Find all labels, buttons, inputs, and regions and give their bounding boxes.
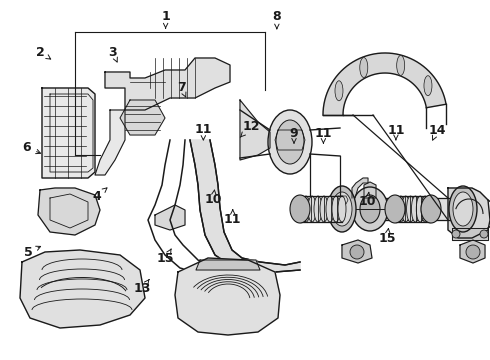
Ellipse shape (421, 195, 441, 223)
Ellipse shape (407, 196, 415, 222)
Text: 8: 8 (272, 10, 281, 29)
Polygon shape (175, 258, 280, 335)
Polygon shape (352, 178, 368, 198)
Text: 11: 11 (224, 210, 242, 226)
Ellipse shape (424, 76, 432, 96)
Polygon shape (20, 250, 145, 328)
Ellipse shape (335, 81, 343, 101)
Ellipse shape (338, 196, 346, 222)
Polygon shape (342, 240, 372, 263)
Text: 14: 14 (428, 124, 446, 140)
Polygon shape (300, 196, 342, 222)
Ellipse shape (416, 196, 424, 222)
Text: 9: 9 (290, 127, 298, 143)
Text: 2: 2 (36, 46, 50, 59)
Polygon shape (460, 240, 485, 263)
Polygon shape (95, 110, 125, 175)
Polygon shape (190, 140, 300, 272)
Ellipse shape (296, 196, 304, 222)
Text: 7: 7 (177, 81, 186, 97)
Polygon shape (396, 196, 430, 222)
Text: 10: 10 (359, 192, 376, 208)
Ellipse shape (480, 230, 488, 238)
Ellipse shape (314, 196, 322, 222)
Ellipse shape (350, 245, 364, 259)
Ellipse shape (308, 196, 316, 222)
Polygon shape (452, 228, 488, 240)
Ellipse shape (421, 196, 429, 222)
Polygon shape (38, 188, 100, 235)
Text: 15: 15 (157, 249, 174, 265)
Text: 13: 13 (133, 279, 151, 295)
Text: 12: 12 (240, 120, 260, 137)
Ellipse shape (360, 195, 380, 223)
Text: 4: 4 (93, 188, 107, 203)
Ellipse shape (453, 192, 473, 226)
Polygon shape (275, 130, 305, 150)
Ellipse shape (397, 196, 405, 222)
Ellipse shape (412, 196, 419, 222)
Text: 11: 11 (195, 123, 212, 140)
Text: 3: 3 (108, 46, 117, 62)
Ellipse shape (328, 186, 356, 232)
Polygon shape (448, 188, 490, 238)
Text: 15: 15 (378, 229, 396, 245)
Ellipse shape (268, 110, 312, 174)
Ellipse shape (276, 120, 304, 164)
Ellipse shape (320, 196, 328, 222)
Polygon shape (42, 88, 95, 178)
Polygon shape (336, 196, 348, 204)
Ellipse shape (332, 196, 340, 222)
Polygon shape (120, 100, 165, 135)
Polygon shape (240, 100, 270, 160)
Polygon shape (364, 182, 376, 198)
Polygon shape (323, 53, 446, 115)
Ellipse shape (385, 195, 405, 223)
Ellipse shape (402, 196, 410, 222)
Text: 1: 1 (161, 10, 170, 28)
Ellipse shape (397, 55, 405, 76)
Polygon shape (196, 260, 260, 270)
Ellipse shape (426, 196, 434, 222)
Text: 6: 6 (23, 141, 41, 154)
Text: 10: 10 (204, 190, 222, 206)
Polygon shape (155, 205, 185, 230)
Ellipse shape (302, 196, 310, 222)
Text: 11: 11 (387, 124, 405, 140)
Ellipse shape (360, 58, 368, 77)
Text: 5: 5 (24, 246, 41, 258)
Ellipse shape (466, 245, 480, 259)
Ellipse shape (449, 186, 477, 232)
Polygon shape (340, 198, 468, 220)
Ellipse shape (332, 192, 352, 226)
Ellipse shape (452, 230, 460, 238)
Polygon shape (105, 58, 230, 110)
Ellipse shape (290, 195, 310, 223)
Ellipse shape (326, 196, 334, 222)
Ellipse shape (392, 196, 400, 222)
Text: 11: 11 (315, 127, 332, 143)
Ellipse shape (352, 187, 388, 231)
